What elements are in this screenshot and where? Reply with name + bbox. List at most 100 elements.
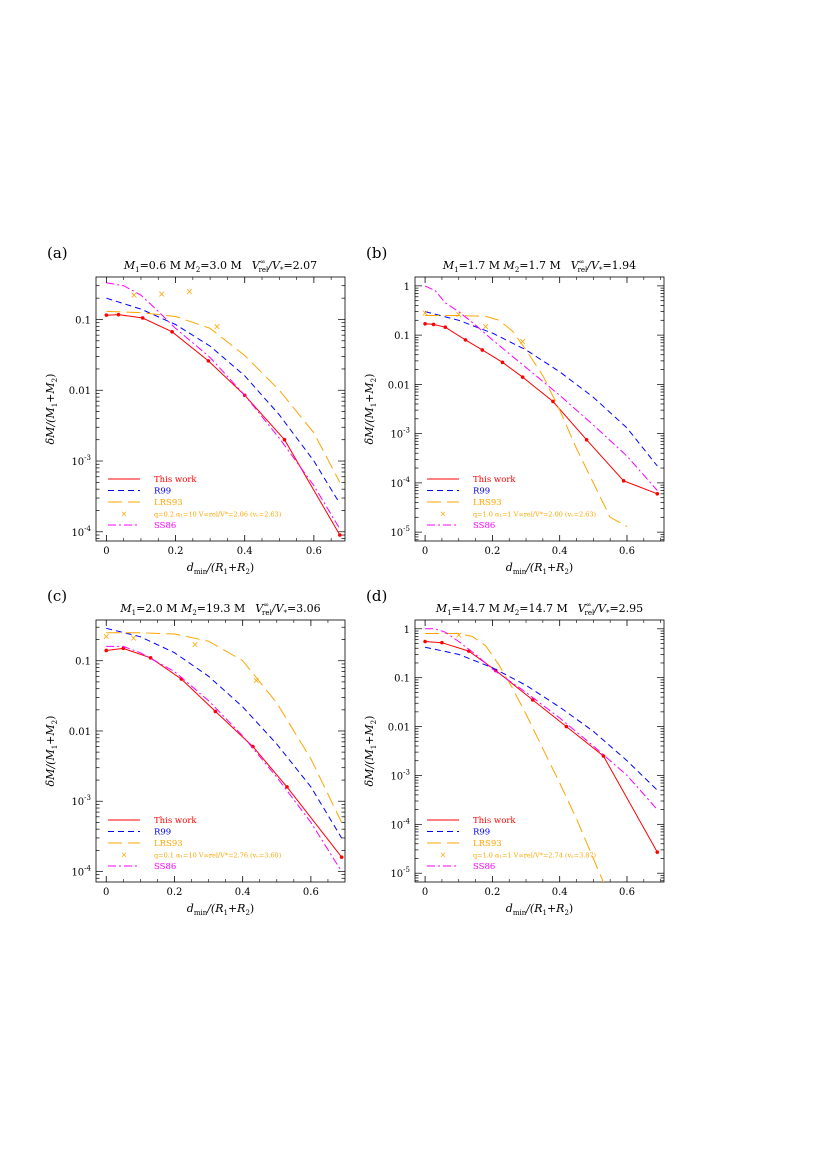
panel-label: (c) xyxy=(47,587,67,605)
y-axis-label: δM/(M1+M2) xyxy=(363,716,378,787)
legend-entry: q=0.2 α₁=10 V∞rel/V*=2.06 (vₑ=2.63) xyxy=(154,511,282,519)
data-point xyxy=(423,321,427,326)
x-tick-label: 0.6 xyxy=(619,887,635,898)
legend-entry: q=1.0 α₁=1 V∞rel/V*=2.74 (vₑ=3.87) xyxy=(473,852,597,860)
x-tick-label: 0.4 xyxy=(552,546,568,557)
panel-label: (a) xyxy=(47,244,68,262)
series-line-lrs93 xyxy=(106,632,343,823)
data-point-star: × xyxy=(421,309,429,319)
data-point xyxy=(206,359,211,363)
data-point xyxy=(140,316,145,320)
data-point xyxy=(121,646,126,651)
x-axis-label: dmin/(R1+R2) xyxy=(187,561,254,576)
data-point xyxy=(443,325,448,329)
panel-title: M1=1.7 M M2=1.7 M V∞ rel/V*=1.94 xyxy=(442,258,636,274)
y-tick-label: 1 xyxy=(404,282,410,293)
legend-entry: This work xyxy=(154,475,197,485)
legend-entry: R99 xyxy=(154,487,171,497)
data-point-star: × xyxy=(253,677,261,687)
x-tick-label: 0.2 xyxy=(484,546,500,557)
panel-label: (d) xyxy=(366,587,387,605)
panel-label: (b) xyxy=(366,244,387,262)
data-point-star: × xyxy=(191,641,199,651)
legend-marker: × xyxy=(440,851,447,860)
y-tick-label: 0.01 xyxy=(69,386,91,397)
y-tick-label: 0.01 xyxy=(388,723,410,734)
data-point xyxy=(423,639,427,644)
data-point xyxy=(551,399,555,404)
series-line-r99 xyxy=(106,627,343,839)
y-tick-label: 10-3 xyxy=(71,454,91,468)
data-point xyxy=(463,338,468,342)
y-tick-label: 10-5 xyxy=(390,525,410,539)
series-line-r99 xyxy=(424,646,658,791)
y-tick-label: 10-4 xyxy=(71,525,91,539)
data-point-star: × xyxy=(158,290,166,300)
x-axis-label: dmin/(R1+R2) xyxy=(187,902,254,917)
data-point xyxy=(104,648,109,653)
data-point-star: × xyxy=(482,322,490,332)
legend-entry: SS86 xyxy=(473,521,495,531)
plot-frame xyxy=(414,276,665,542)
legend-entry: This work xyxy=(473,816,516,826)
y-tick-label: 0.1 xyxy=(75,315,91,326)
data-point-star: × xyxy=(102,633,110,643)
y-tick-label: 0.1 xyxy=(394,331,410,342)
y-tick-label: 10-5 xyxy=(390,866,410,880)
data-point xyxy=(601,754,606,758)
legend-entry: R99 xyxy=(473,828,490,838)
series-line-ss86 xyxy=(106,645,343,872)
data-point-star: × xyxy=(455,311,463,321)
series-line-ss86 xyxy=(424,285,658,491)
series-line-r99 xyxy=(106,297,341,504)
y-tick-label: 0.01 xyxy=(388,380,410,391)
legend-entry: LRS93 xyxy=(473,839,502,849)
series-line-this xyxy=(425,323,658,495)
panel-title: M1=14.7 M M2=14.7 M V∞ rel/V*=2.95 xyxy=(435,601,643,617)
data-point xyxy=(480,348,485,352)
data-point-star: × xyxy=(130,291,138,301)
legend-entry: LRS93 xyxy=(154,498,183,508)
x-axis-label: dmin/(R1+R2) xyxy=(506,561,573,576)
series-line-ss86 xyxy=(425,628,658,810)
x-tick-label: 0.2 xyxy=(484,887,500,898)
data-point xyxy=(285,785,289,789)
legend-entry: SS86 xyxy=(154,862,176,872)
data-point xyxy=(282,437,287,442)
series-line-this xyxy=(106,647,342,858)
x-tick-label: 0.6 xyxy=(619,546,635,557)
x-tick-label: 0 xyxy=(103,546,109,557)
y-tick-label: 1 xyxy=(404,625,410,636)
y-tick-label: 10-3 xyxy=(71,794,91,808)
legend-marker: × xyxy=(121,851,128,860)
chart-panel-3: (d) M1=14.7 M M2=14.7 M V∞ rel/V*=2.95 0 0.2 0… xyxy=(363,587,665,917)
data-point xyxy=(520,375,525,379)
series-group: × × × × xyxy=(104,282,342,537)
x-tick-label: 0.6 xyxy=(303,887,319,898)
legend-entry: This work xyxy=(473,475,516,485)
data-point-star: × xyxy=(213,322,221,332)
plot-frame xyxy=(95,619,346,883)
plot-frame xyxy=(414,619,665,883)
legend-entry: LRS93 xyxy=(473,498,502,508)
data-point xyxy=(148,656,153,660)
series-line-this xyxy=(425,641,658,853)
series-group: × × × × xyxy=(421,285,660,527)
x-tick-label: 0.4 xyxy=(235,887,251,898)
x-tick-label: 0 xyxy=(103,887,109,898)
x-tick-label: 0.4 xyxy=(237,546,253,557)
data-point-star: × xyxy=(455,631,463,641)
legend-marker: × xyxy=(121,510,128,519)
y-tick-label: 10-3 xyxy=(390,427,410,441)
legend-entry: This work xyxy=(154,816,197,826)
data-point xyxy=(440,640,444,645)
legend-entry: SS86 xyxy=(154,521,176,531)
data-point xyxy=(655,850,660,854)
y-tick-label: 0.1 xyxy=(75,657,91,668)
data-point xyxy=(431,322,436,327)
data-point-star: × xyxy=(519,337,527,347)
x-tick-label: 0 xyxy=(422,887,428,898)
data-point xyxy=(104,313,109,317)
